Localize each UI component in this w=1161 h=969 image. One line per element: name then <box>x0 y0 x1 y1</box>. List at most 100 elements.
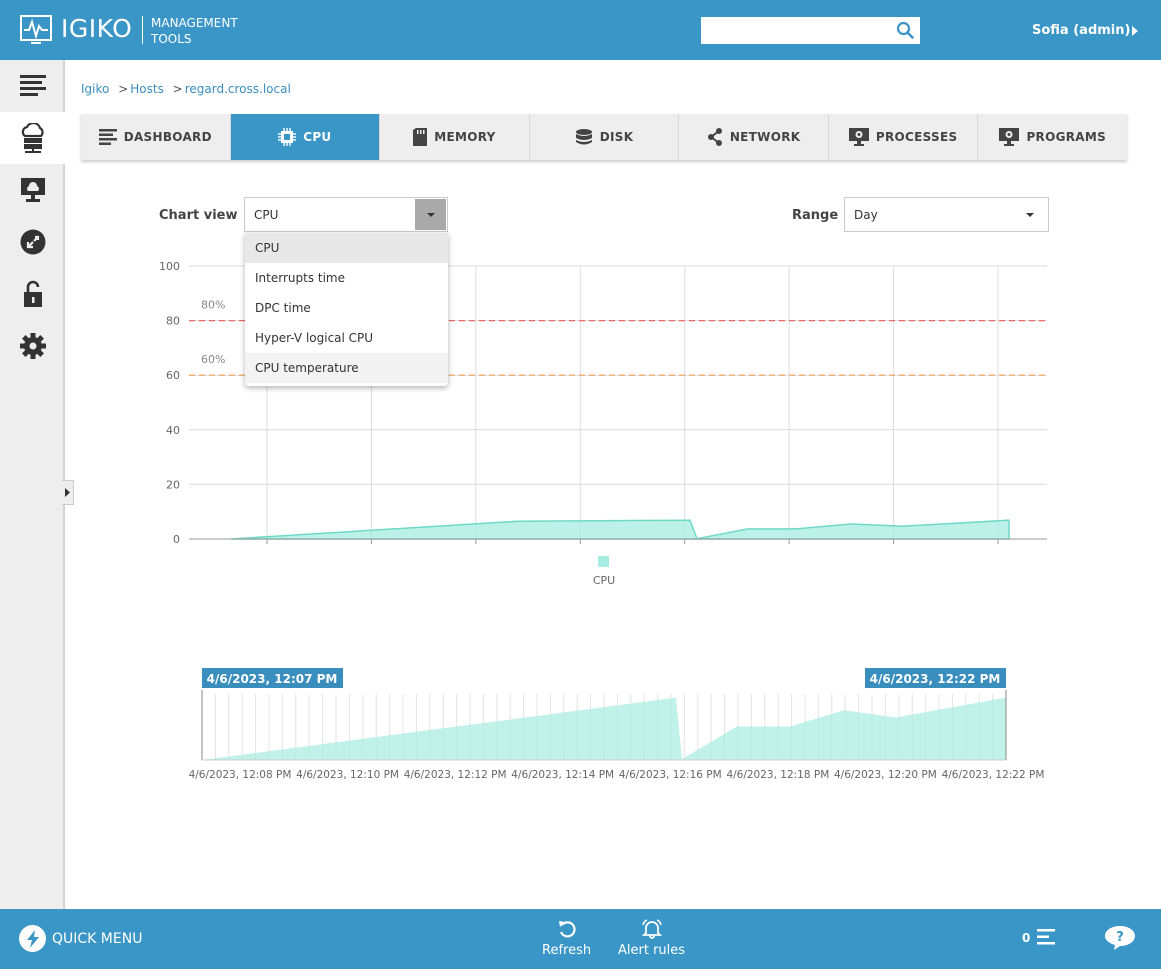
caret-right-icon <box>65 488 70 497</box>
tab-label: CPU <box>303 130 332 144</box>
navigator-x-tick: 4/6/2023, 12:20 PM <box>834 769 937 781</box>
notifications-list-icon[interactable] <box>1037 928 1057 946</box>
quick-menu-label: QUICK MENU <box>52 930 143 947</box>
breadcrumb-hosts[interactable]: Hosts <box>130 82 164 96</box>
y-tick-label: 60 <box>166 369 180 382</box>
quick-menu-button[interactable]: QUICK MENU <box>19 925 142 952</box>
cpu-chart: 80% 60% 0 20 40 60 80 100 CPU <box>159 260 1047 587</box>
tab-network[interactable]: NETWORK <box>679 114 829 160</box>
tab-programs[interactable]: PROGRAMS <box>978 114 1127 160</box>
app-name: IGIKO <box>61 14 133 43</box>
header-bar: IGIKO MANAGEMENT TOOLS Sofia (admin) <box>0 0 1161 60</box>
logo-divider <box>142 16 143 44</box>
search-icon[interactable] <box>896 21 914 39</box>
search-box[interactable] <box>701 17 920 44</box>
monitor-gear-icon <box>999 128 1020 146</box>
option-cpu[interactable]: CPU <box>245 233 448 263</box>
tab-dashboard[interactable]: DASHBOARD <box>81 114 231 160</box>
time-navigator[interactable]: 4/6/2023, 12:07 PM 4/6/2023, 12:22 PM 4/… <box>0 660 1161 790</box>
caret-down-icon <box>426 212 435 217</box>
bottom-bar: QUICK MENU Refresh Alert rules 0 ? <box>0 909 1161 969</box>
tab-label: PROCESSES <box>875 130 958 144</box>
caret-down-icon <box>1026 213 1034 217</box>
sidebar <box>0 60 74 909</box>
menu-lines-icon <box>19 75 46 96</box>
chart-view-value: CPU <box>254 208 279 222</box>
breadcrumb-separator: > <box>118 82 129 96</box>
tab-cpu[interactable]: CPU <box>230 114 381 160</box>
host-tabs: DASHBOARD CPU MEMORY DISK NETWORK PROCES… <box>81 114 1127 160</box>
user-menu[interactable]: Sofia (admin) <box>1032 23 1131 38</box>
navigator-series-area <box>202 697 1006 760</box>
cpu-series-area <box>230 519 1010 540</box>
breadcrumb: Igiko > Hosts > regard.cross.local <box>81 82 291 96</box>
share-nodes-icon <box>707 128 722 146</box>
chart-view-dropdown: CPU Interrupts time DPC time Hyper-V log… <box>245 233 448 386</box>
sidebar-item-security[interactable] <box>0 268 65 320</box>
range-value: Day <box>854 208 878 222</box>
breadcrumb-separator: > <box>172 82 183 96</box>
memory-card-icon <box>413 128 428 146</box>
range-start-badge <box>202 668 343 688</box>
range-start-label: 4/6/2023, 12:07 PM <box>207 672 338 686</box>
tab-label: DISK <box>599 130 634 144</box>
option-cpu-temperature[interactable]: CPU temperature <box>245 353 448 383</box>
tab-disk[interactable]: DISK <box>530 114 680 160</box>
refresh-icon <box>558 921 576 938</box>
tab-label: NETWORK <box>729 130 801 144</box>
tab-label: PROGRAMS <box>1026 130 1107 144</box>
threshold-label: 60% <box>201 353 225 366</box>
cpu-chip-icon <box>278 128 297 146</box>
alert-rules-label: Alert rules <box>618 943 686 958</box>
refresh-button[interactable]: Refresh <box>542 919 591 958</box>
chart-view-label: Chart view <box>159 208 238 223</box>
navigator-x-tick: 4/6/2023, 12:22 PM <box>942 769 1045 781</box>
gear-icon <box>19 333 46 359</box>
tab-label: MEMORY <box>434 130 496 144</box>
legend-label-cpu[interactable]: CPU <box>593 574 615 587</box>
dropdown-toggle[interactable] <box>415 199 446 230</box>
chart-view-select[interactable]: CPU <box>244 197 448 232</box>
navigator-x-tick: 4/6/2023, 12:14 PM <box>511 769 614 781</box>
y-tick-label: 20 <box>166 478 180 491</box>
option-dpc-time[interactable]: DPC time <box>255 301 311 315</box>
breadcrumb-host[interactable]: regard.cross.local <box>184 82 291 96</box>
alert-rules-button[interactable]: Alert rules <box>618 919 685 958</box>
svg-text:?: ? <box>1116 930 1124 945</box>
option-hyper-v-logical-cpu[interactable]: Hyper-V logical CPU <box>255 331 374 345</box>
navigator-x-tick: 4/6/2023, 12:10 PM <box>296 769 399 781</box>
alarm-bell-icon <box>641 919 662 939</box>
range-select[interactable]: Day <box>844 197 1049 232</box>
cloud-monitor-icon <box>20 178 45 202</box>
notification-count: 0 <box>1022 931 1031 945</box>
remote-connect-icon <box>20 229 45 255</box>
database-icon <box>575 129 592 145</box>
sidebar-item-cloud-monitor[interactable] <box>0 164 65 216</box>
range-end-badge <box>865 668 1006 688</box>
tab-memory[interactable]: MEMORY <box>380 114 530 160</box>
app-subtitle-line1: MANAGEMENT <box>151 16 238 30</box>
navigator-x-tick: 4/6/2023, 12:18 PM <box>726 769 829 781</box>
breadcrumb-igiko[interactable]: Igiko <box>81 82 110 96</box>
refresh-label: Refresh <box>542 943 592 958</box>
sidebar-item-settings[interactable] <box>0 320 65 372</box>
option-interrupts-time[interactable]: Interrupts time <box>255 271 345 285</box>
app-subtitle: MANAGEMENT TOOLS <box>151 15 238 47</box>
app-subtitle-line2: TOOLS <box>151 32 192 46</box>
navigator-x-tick: 4/6/2023, 12:16 PM <box>619 769 722 781</box>
lightning-icon <box>19 925 46 952</box>
sidebar-item-remote[interactable] <box>0 216 65 268</box>
tab-processes[interactable]: PROCESSES <box>829 114 979 160</box>
help-icon[interactable]: ? <box>1104 925 1136 951</box>
sidebar-item-menu[interactable] <box>0 60 65 112</box>
y-tick-label: 100 <box>159 260 180 273</box>
cloud-server-icon <box>21 123 44 153</box>
chevron-right-icon[interactable] <box>1132 26 1138 36</box>
range-end-label: 4/6/2023, 12:22 PM <box>870 672 1001 686</box>
threshold-label: 80% <box>201 299 225 312</box>
sidebar-item-hosts[interactable] <box>0 112 65 164</box>
navigator-x-tick: 4/6/2023, 12:12 PM <box>404 769 507 781</box>
sidebar-toggle[interactable] <box>62 480 74 505</box>
search-input[interactable] <box>705 20 885 41</box>
navigator-x-tick: 4/6/2023, 12:08 PM <box>189 769 292 781</box>
